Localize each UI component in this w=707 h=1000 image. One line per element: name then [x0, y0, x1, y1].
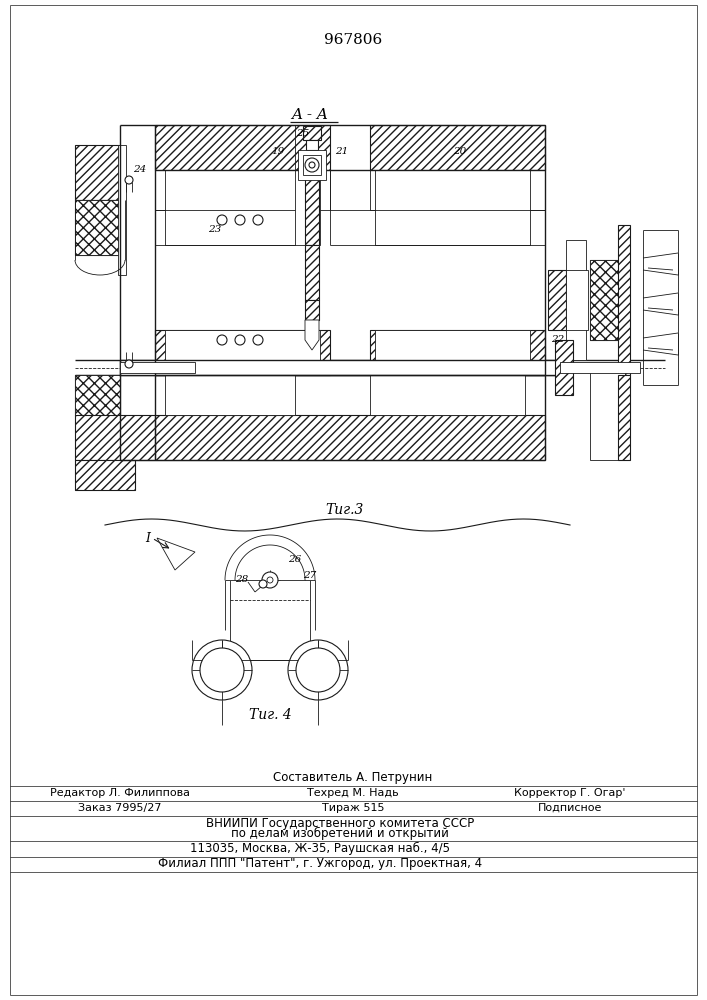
Circle shape — [200, 648, 244, 692]
Circle shape — [125, 360, 133, 368]
Polygon shape — [157, 538, 195, 570]
Bar — [118, 145, 126, 275]
Text: Тираж 515: Тираж 515 — [322, 803, 384, 813]
Text: 21: 21 — [335, 147, 349, 156]
Bar — [370, 170, 545, 210]
Bar — [370, 330, 545, 375]
Circle shape — [288, 640, 348, 700]
Circle shape — [259, 580, 267, 588]
Circle shape — [296, 648, 340, 692]
Text: 28: 28 — [235, 576, 249, 584]
Bar — [305, 175, 319, 245]
Bar — [560, 362, 640, 373]
Bar — [155, 170, 330, 210]
Bar — [370, 125, 545, 170]
Text: 27: 27 — [303, 570, 317, 580]
Circle shape — [305, 158, 319, 172]
Circle shape — [235, 335, 245, 345]
Text: 967806: 967806 — [324, 33, 382, 47]
Text: ВНИИПИ Государственного комитета СССР: ВНИИПИ Государственного комитета СССР — [206, 816, 474, 830]
Bar — [375, 330, 530, 375]
Polygon shape — [75, 375, 120, 415]
Bar — [155, 415, 545, 460]
Bar — [370, 375, 525, 415]
Polygon shape — [305, 320, 319, 350]
Bar — [303, 155, 321, 175]
Text: Заказ 7995/27: Заказ 7995/27 — [78, 803, 162, 813]
Bar — [548, 270, 566, 330]
Circle shape — [309, 162, 315, 168]
Circle shape — [192, 640, 252, 700]
Text: I: I — [146, 532, 151, 544]
Bar — [375, 170, 530, 245]
Bar — [75, 375, 120, 415]
Bar — [75, 415, 155, 460]
Text: Техред М. Надь: Техред М. Надь — [307, 788, 399, 798]
Circle shape — [125, 176, 133, 184]
Text: Τиг.3: Τиг.3 — [326, 503, 364, 517]
Bar — [303, 126, 321, 140]
Bar — [75, 145, 120, 200]
Bar — [306, 140, 318, 150]
Text: 22: 22 — [551, 336, 565, 344]
Text: 19: 19 — [271, 147, 285, 156]
Text: 113035, Москва, Ж-35, Раушская наб., 4/5: 113035, Москва, Ж-35, Раушская наб., 4/5 — [190, 841, 450, 855]
Polygon shape — [75, 200, 120, 255]
Bar — [566, 240, 586, 360]
Text: Корректор Г. Огар': Корректор Г. Огар' — [514, 788, 626, 798]
Circle shape — [217, 215, 227, 225]
Bar — [165, 330, 320, 375]
Bar — [566, 270, 588, 330]
Circle shape — [253, 215, 263, 225]
Circle shape — [235, 215, 245, 225]
Bar — [590, 370, 625, 460]
Text: 24: 24 — [134, 165, 146, 174]
Circle shape — [267, 577, 273, 583]
Circle shape — [253, 335, 263, 345]
Polygon shape — [590, 260, 625, 340]
Bar — [618, 375, 630, 460]
Text: 20: 20 — [453, 147, 467, 156]
Text: Филиал ППП "Патент", г. Ужгород, ул. Проектная, 4: Филиал ППП "Патент", г. Ужгород, ул. Про… — [158, 857, 482, 870]
Circle shape — [217, 335, 227, 345]
Bar — [230, 580, 310, 660]
Bar — [555, 340, 573, 395]
Bar — [155, 330, 330, 375]
Bar — [165, 375, 295, 415]
Text: Подписное: Подписное — [538, 803, 602, 813]
Bar — [590, 260, 625, 340]
Bar — [305, 245, 319, 300]
Text: 25: 25 — [296, 128, 310, 137]
Circle shape — [262, 572, 278, 588]
Bar — [618, 225, 630, 375]
Bar — [165, 170, 320, 245]
Bar — [298, 150, 326, 180]
Text: 23: 23 — [209, 226, 221, 234]
Bar — [120, 362, 195, 373]
Text: A - A: A - A — [291, 108, 329, 122]
Text: по делам изобретений и открытий: по делам изобретений и открытий — [231, 826, 449, 840]
Text: Редактор Л. Филиппова: Редактор Л. Филиппова — [50, 788, 190, 798]
Bar — [155, 125, 330, 170]
Text: Составитель А. Петрунин: Составитель А. Петрунин — [274, 772, 433, 784]
Text: Τиг. 4: Τиг. 4 — [249, 708, 291, 722]
Bar — [120, 360, 560, 375]
Bar — [75, 200, 120, 255]
Bar — [75, 460, 135, 490]
Text: 26: 26 — [288, 556, 302, 564]
Bar — [305, 300, 319, 320]
